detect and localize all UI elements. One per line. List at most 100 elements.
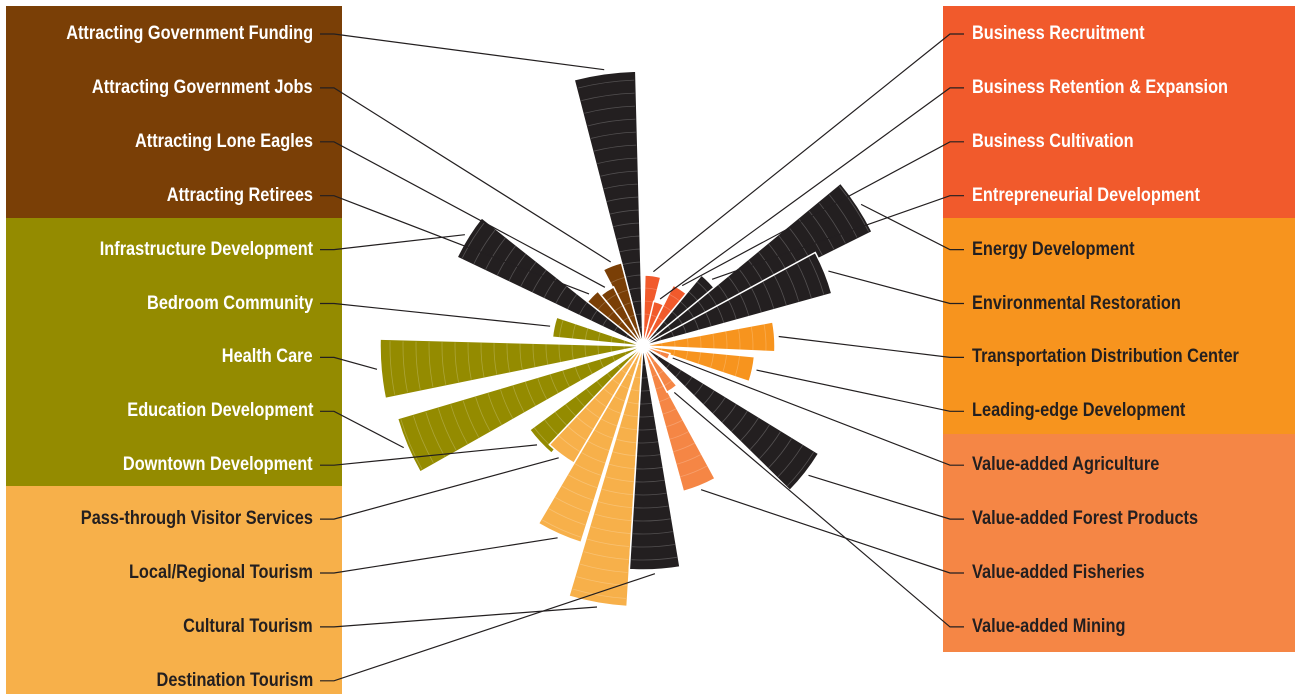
bar-ring-value-added-forest-products [731,410,748,432]
bar-ring-local-regional-tourism [613,395,626,402]
bar-ring-cultural-tourism [597,501,633,509]
bar-ring-destination-tourism [633,518,671,522]
bar-ring-education-development [562,370,570,388]
bar-ring-environmental-restoration [670,330,675,338]
bar-ring-attracting-government-funding [619,248,640,253]
bar-ring-local-regional-tourism [555,497,590,513]
leader-line-health-care [320,356,378,370]
bar-ring-value-added-mining [651,360,656,364]
bar-ring-value-added-forest-products [721,403,737,423]
category-label-health-care: Health Care [222,346,313,368]
leader-line-education-development [320,410,404,449]
bar-ring-bedroom-community [571,323,576,339]
leader-line-local-regional-tourism [320,537,558,574]
bar-ring-local-regional-tourism [587,440,610,452]
bar-ring-health-care [428,341,434,388]
category-label-entrepreneurial-development: Entrepreneurial Development [972,184,1200,206]
bar-ring-infrastructure-development [543,277,557,299]
label-panel-6 [943,434,1295,652]
bar-ring-infrastructure-development [613,326,619,333]
category-label-leading-edge-development: Leading-edge Development [972,400,1186,422]
bar-ring-health-care [389,341,396,395]
bar-ring-education-development [599,358,605,369]
bar-ring-infrastructure-development [508,253,527,282]
bar-ring-transportation-distribution-center [712,333,715,349]
bar-ring-value-added-forest-products [777,445,803,478]
bar-ring-attracting-government-funding [609,209,639,215]
bar-ring-attracting-government-funding [587,118,636,127]
bar-ring-health-care [571,344,574,360]
bar-ring-environmental-restoration [762,281,775,309]
bar-ring-education-development [412,415,434,463]
category-label-destination-tourism: Destination Tourism [156,669,313,691]
bar-ring-value-added-forest-products [684,376,693,387]
bar-ring-infrastructure-development [567,293,578,310]
bar-ring-education-development [549,374,559,394]
bar-ring-environmental-restoration [774,275,787,306]
leader-line-transportation-distribution-center [778,335,964,358]
bar-ring-leading-edge-development [734,355,740,377]
bar-ring-business-recruitment [644,287,658,291]
bar-ring-cultural-tourism [590,526,631,534]
bar-ring-health-care [441,342,447,385]
bar-ring-destination-tourism [637,454,661,457]
bar-ring-education-development [537,377,548,400]
bar-ring-health-care [402,341,408,393]
bar-ring-infrastructure-development [555,285,567,304]
bar-ring-infrastructure-development [531,269,547,293]
bar-ring-destination-tourism [640,390,651,392]
bar-ring-infrastructure-development [473,229,496,265]
bar-ring-value-added-fisheries [662,408,677,415]
bar-ring-education-development [475,396,491,432]
bar-ring-local-regional-tourism [607,407,622,414]
bar-ring-value-added-forest-products [768,438,792,469]
bar-ring-destination-tourism [638,428,657,431]
bar-ring-bedroom-community [584,327,589,341]
leader-line-infrastructure-development [320,234,465,251]
category-label-downtown-development: Downtown Development [123,454,313,476]
bar-ring-education-development [500,389,514,419]
bar-ring-value-added-mining [663,380,673,387]
bar-ring-local-regional-tourism [568,474,598,489]
category-label-value-added-agriculture: Value-added Agriculture [972,454,1160,476]
bar-ring-local-regional-tourism [581,452,606,464]
bar-ring-value-added-fisheries [680,465,708,478]
bar-ring-value-added-forest-products [675,369,682,378]
bar-ring-transportation-distribution-center [686,338,689,348]
bar-ring-value-added-forest-products [693,383,704,396]
bar-ring-cultural-tourism [576,576,627,586]
leader-line-attracting-government-funding [320,33,605,71]
bar-ring-local-regional-tourism [541,519,582,538]
bar-ring-environmental-restoration [728,300,737,320]
category-label-local-regional-tourism: Local/Regional Tourism [128,562,313,583]
category-label-value-added-forest-products: Value-added Forest Products [972,508,1199,530]
leader-line-downtown-development [320,444,538,466]
bar-ring-cultural-tourism [601,488,633,496]
bar-ring-leading-edge-development [697,351,702,365]
bar-ring-value-added-forest-products [759,431,781,460]
bar-ring-health-care [532,343,536,368]
bar-ring-transportation-distribution-center [763,324,767,351]
bar-ring-health-care [545,344,549,365]
label-panel-5 [943,218,1295,434]
bar-ring-attracting-government-funding [590,131,636,139]
bar-ring-destination-tourism [635,479,665,483]
bar-ring-environmental-restoration [739,294,750,316]
category-label-environmental-restoration: Environmental Restoration [972,292,1181,314]
bar-ring-health-care [597,345,600,355]
label-panel-2 [6,218,342,486]
leader-line-attracting-lone-eagles [320,141,606,288]
bar-ring-local-regional-tourism [561,485,594,501]
bar-ring-energy-development [839,186,869,232]
bar-ring-bedroom-community [597,331,601,342]
bar-ring-value-added-forest-products [703,390,715,405]
bar-ring-value-added-forest-products [665,362,671,369]
leader-line-business-cultivation [681,141,964,287]
bar-ring-transportation-distribution-center [738,328,741,350]
bar-ring-energy-development [808,210,835,250]
bar-ring-infrastructure-development [520,261,537,287]
bar-ring-infrastructure-development [496,245,516,276]
category-label-transportation-distribution-center: Transportation Distribution Center [972,346,1239,368]
category-label-attracting-lone-eagles: Attracting Lone Eagles [135,130,313,152]
